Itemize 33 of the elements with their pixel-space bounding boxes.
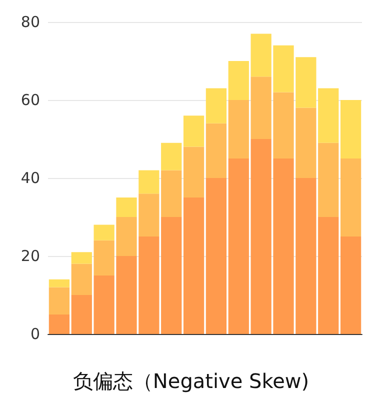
bar	[340, 236, 362, 334]
bar	[340, 158, 362, 236]
y-tick-label: 20	[20, 247, 40, 265]
bar	[228, 61, 249, 100]
bar	[48, 279, 70, 288]
bar	[161, 217, 182, 334]
bar	[206, 178, 227, 334]
bar	[340, 100, 362, 158]
y-tick-label: 40	[20, 169, 40, 187]
bar	[318, 217, 339, 334]
bar	[161, 142, 182, 170]
bar	[206, 123, 227, 178]
text: 负偏态（Negative Skew)	[72, 369, 310, 393]
bar	[228, 158, 249, 334]
y-tick-label: 0	[30, 325, 40, 343]
bar	[206, 88, 227, 124]
bar	[183, 116, 204, 147]
bar	[138, 170, 160, 194]
bar	[183, 198, 204, 334]
bar	[48, 314, 70, 334]
bar	[161, 170, 182, 217]
y-tick-label: 60	[20, 91, 40, 109]
y-tick-label: 80	[20, 13, 40, 31]
bar	[318, 88, 339, 143]
bar	[116, 198, 137, 217]
bar	[94, 224, 114, 240]
bar	[183, 146, 204, 198]
bar	[71, 252, 92, 264]
bar	[318, 142, 339, 217]
bar	[71, 295, 92, 334]
bar	[228, 100, 249, 158]
bar	[71, 264, 92, 295]
bar	[48, 287, 70, 314]
